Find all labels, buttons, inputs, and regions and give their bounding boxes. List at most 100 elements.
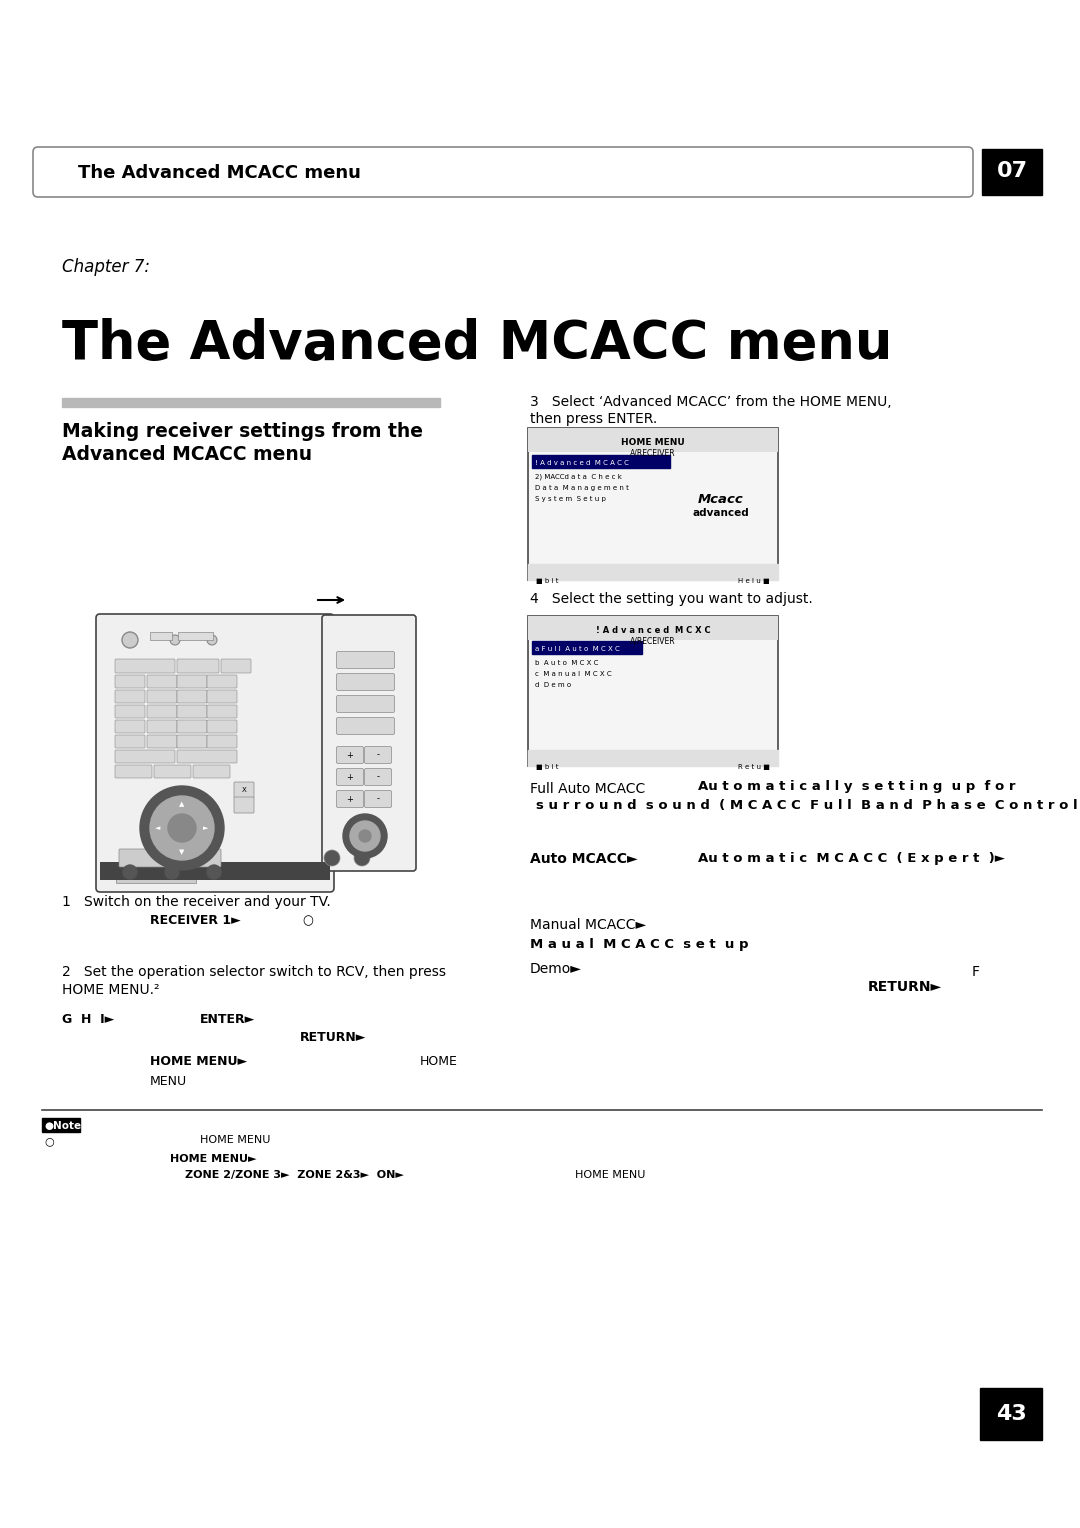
Text: 2) MACCd a t a  C h e c k: 2) MACCd a t a C h e c k — [535, 474, 622, 480]
FancyBboxPatch shape — [337, 790, 364, 807]
FancyBboxPatch shape — [177, 750, 237, 762]
FancyBboxPatch shape — [114, 766, 152, 778]
Text: HOME MENU►: HOME MENU► — [170, 1154, 257, 1164]
Text: +: + — [347, 750, 353, 759]
Bar — [528, 564, 778, 581]
FancyBboxPatch shape — [177, 659, 219, 672]
Text: X: X — [242, 787, 246, 793]
Circle shape — [324, 850, 340, 866]
FancyBboxPatch shape — [337, 747, 364, 764]
FancyBboxPatch shape — [193, 766, 230, 778]
Text: +: + — [347, 773, 353, 781]
Bar — [528, 750, 778, 766]
Text: c  M a n u a l  M C X C: c M a n u a l M C X C — [535, 671, 611, 677]
FancyBboxPatch shape — [207, 691, 237, 703]
FancyBboxPatch shape — [207, 720, 237, 733]
FancyBboxPatch shape — [365, 790, 391, 807]
FancyBboxPatch shape — [114, 691, 145, 703]
Text: Making receiver settings from the: Making receiver settings from the — [62, 422, 423, 442]
Text: Au t o m a t i c  M C A C C  ( E x p e r t  )►: Au t o m a t i c M C A C C ( E x p e r t… — [698, 853, 1005, 865]
FancyBboxPatch shape — [114, 750, 175, 762]
Text: Mcacc: Mcacc — [698, 494, 744, 506]
Text: ■ b i t: ■ b i t — [536, 764, 558, 770]
Text: R e t u ■: R e t u ■ — [738, 764, 770, 770]
FancyBboxPatch shape — [114, 720, 145, 733]
FancyBboxPatch shape — [234, 798, 254, 813]
FancyBboxPatch shape — [337, 674, 394, 691]
Text: Demo►: Demo► — [530, 963, 582, 976]
Text: ○: ○ — [44, 1135, 54, 1146]
Circle shape — [150, 796, 214, 860]
FancyBboxPatch shape — [177, 704, 207, 718]
Text: ►: ► — [203, 825, 208, 831]
Bar — [528, 616, 778, 766]
Circle shape — [359, 830, 372, 842]
FancyBboxPatch shape — [177, 720, 207, 733]
Circle shape — [207, 636, 217, 645]
Text: HOME MENU: HOME MENU — [200, 1135, 270, 1144]
FancyBboxPatch shape — [147, 704, 177, 718]
Text: Chapter 7:: Chapter 7: — [62, 258, 150, 277]
Text: s u r r o u n d  s o u n d  ( M C A C C  F u l l  B a n d  P h a s e  C o n t r : s u r r o u n d s o u n d ( M C A C C F … — [536, 799, 1080, 811]
FancyBboxPatch shape — [221, 659, 251, 672]
Bar — [150, 633, 172, 640]
Text: A/RECEIVER: A/RECEIVER — [631, 637, 676, 646]
Text: G  H  I►: G H I► — [62, 1013, 114, 1025]
Text: ■ b i t: ■ b i t — [536, 578, 558, 584]
Text: D a t a  M a n a g e m e n t: D a t a M a n a g e m e n t — [535, 484, 629, 490]
FancyBboxPatch shape — [147, 735, 177, 749]
FancyBboxPatch shape — [114, 659, 175, 672]
Text: ! A d v a n c e d  M C A C C: ! A d v a n c e d M C A C C — [535, 460, 629, 466]
Text: a F u l l  A u t o  M C X C: a F u l l A u t o M C X C — [535, 646, 620, 652]
FancyBboxPatch shape — [207, 735, 237, 749]
FancyBboxPatch shape — [177, 675, 207, 688]
Text: H e l u ■: H e l u ■ — [739, 578, 770, 584]
Text: advanced: advanced — [692, 507, 750, 518]
Text: Au t o m a t i c a l l y  s e t t i n g  u p  f o r: Au t o m a t i c a l l y s e t t i n g u… — [698, 779, 1015, 793]
Text: ! A d v a n c e d  M C X C: ! A d v a n c e d M C X C — [596, 626, 711, 636]
Circle shape — [168, 814, 195, 842]
Text: 1   Switch on the receiver and your TV.: 1 Switch on the receiver and your TV. — [62, 895, 330, 909]
FancyBboxPatch shape — [337, 718, 394, 735]
Text: Auto MCACC►: Auto MCACC► — [530, 853, 637, 866]
Text: RECEIVER 1►: RECEIVER 1► — [150, 914, 241, 927]
FancyBboxPatch shape — [147, 675, 177, 688]
Text: The Advanced MCACC menu: The Advanced MCACC menu — [78, 163, 361, 182]
Text: RETURN►: RETURN► — [300, 1031, 366, 1044]
Text: -: - — [377, 773, 379, 781]
FancyBboxPatch shape — [96, 614, 334, 892]
Text: A/RECEIVER: A/RECEIVER — [631, 449, 676, 458]
Text: -: - — [377, 750, 379, 759]
Text: The Advanced MCACC menu: The Advanced MCACC menu — [62, 318, 892, 370]
Text: Full Auto MCACC: Full Auto MCACC — [530, 782, 645, 796]
Bar — [982, 150, 1042, 196]
Circle shape — [354, 850, 370, 866]
Bar — [62, 397, 440, 406]
Text: ENTER►: ENTER► — [200, 1013, 255, 1025]
FancyBboxPatch shape — [337, 769, 364, 785]
Text: HOME MENU: HOME MENU — [621, 439, 685, 448]
Text: ◄: ◄ — [156, 825, 161, 831]
Text: 07: 07 — [997, 160, 1027, 180]
Text: ▲: ▲ — [179, 801, 185, 807]
Bar — [528, 616, 778, 640]
FancyBboxPatch shape — [337, 695, 394, 712]
Bar — [100, 862, 330, 880]
Bar — [528, 428, 778, 581]
Bar — [532, 642, 642, 654]
Text: HOME MENU.²: HOME MENU.² — [62, 983, 160, 996]
Text: Manual MCACC►: Manual MCACC► — [530, 918, 646, 932]
Text: ○: ○ — [302, 914, 313, 927]
FancyBboxPatch shape — [207, 704, 237, 718]
Bar — [532, 455, 670, 468]
FancyBboxPatch shape — [177, 691, 207, 703]
FancyBboxPatch shape — [147, 691, 177, 703]
Text: 3   Select ‘Advanced MCACC’ from the HOME MENU,: 3 Select ‘Advanced MCACC’ from the HOME … — [530, 396, 892, 410]
Text: RETURN►: RETURN► — [868, 979, 942, 995]
Text: ZONE 2/ZONE 3►  ZONE 2&3►  ON►: ZONE 2/ZONE 3► ZONE 2&3► ON► — [185, 1170, 404, 1180]
FancyBboxPatch shape — [33, 147, 973, 197]
Circle shape — [165, 865, 179, 879]
Text: 4   Select the setting you want to adjust.: 4 Select the setting you want to adjust. — [530, 591, 813, 607]
FancyBboxPatch shape — [234, 782, 254, 798]
Text: 43: 43 — [996, 1404, 1026, 1424]
